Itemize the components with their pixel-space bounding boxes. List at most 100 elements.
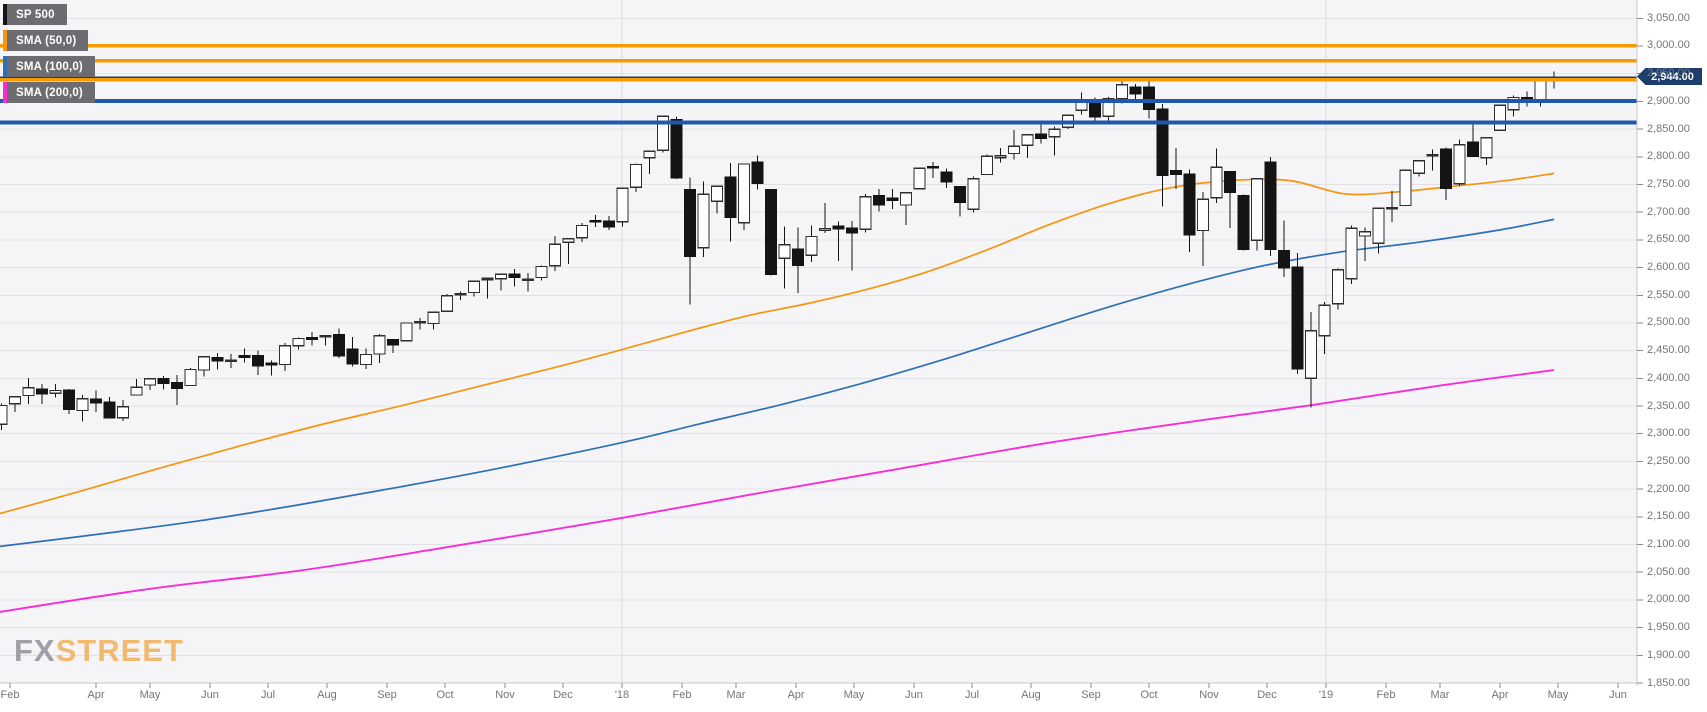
axes xyxy=(0,0,1643,688)
x-axis-label: Aug xyxy=(317,689,337,701)
watermark-street: STREET xyxy=(55,633,184,668)
x-axis-label: Apr xyxy=(1491,689,1509,701)
candle xyxy=(535,265,548,281)
last-price-badge: 2,944.00 xyxy=(1637,68,1702,85)
sma-100-line xyxy=(0,218,1555,548)
x-axis-label: Jun xyxy=(905,689,923,701)
y-axis-label: 2,850.00 xyxy=(1647,122,1690,135)
candle xyxy=(886,188,899,209)
x-axis-label: Oct xyxy=(1140,689,1158,701)
candle xyxy=(238,348,251,363)
candle xyxy=(616,187,629,227)
candle xyxy=(737,163,751,230)
candle xyxy=(224,353,238,368)
candle xyxy=(967,176,980,213)
candle xyxy=(49,383,62,398)
candle xyxy=(1250,178,1264,251)
y-axis-label: 2,900.00 xyxy=(1647,94,1690,107)
candle xyxy=(143,378,157,390)
candle xyxy=(211,352,224,370)
candle xyxy=(1075,92,1088,115)
candle xyxy=(548,235,562,271)
y-axis-label: 3,000.00 xyxy=(1647,39,1690,52)
candle xyxy=(1453,139,1466,187)
y-axis-label: 2,200.00 xyxy=(1647,482,1690,495)
candle xyxy=(265,360,278,376)
candle xyxy=(346,336,359,367)
candle xyxy=(805,225,818,263)
y-axis-label: 2,350.00 xyxy=(1647,399,1690,412)
candle xyxy=(8,395,22,413)
candle xyxy=(22,377,35,404)
candle xyxy=(832,221,845,261)
candle xyxy=(440,294,454,313)
candle xyxy=(1223,171,1237,229)
x-axis-label: Sep xyxy=(1081,689,1101,701)
y-axis-label: 2,100.00 xyxy=(1647,538,1690,551)
last-price-value: 2,944.00 xyxy=(1651,70,1694,83)
candle xyxy=(1048,126,1061,156)
candle xyxy=(953,185,967,217)
y-axis-label: 2,950.00 xyxy=(1647,67,1690,80)
candle xyxy=(1007,130,1021,160)
candle xyxy=(1291,253,1304,374)
y-axis-label: 2,550.00 xyxy=(1647,288,1690,301)
candle xyxy=(1277,220,1291,277)
symbol-label: SP 500 xyxy=(7,4,67,25)
candle xyxy=(427,311,440,330)
candle xyxy=(1129,84,1142,100)
x-axis-label: Nov xyxy=(495,689,515,701)
y-axis-label: 2,150.00 xyxy=(1647,510,1690,523)
candle xyxy=(400,322,413,342)
x-axis-label: Oct xyxy=(436,689,454,701)
candle xyxy=(332,328,346,358)
candle xyxy=(562,238,575,265)
candle xyxy=(35,383,49,404)
y-axis-label: 3,050.00 xyxy=(1647,11,1690,24)
candle xyxy=(494,273,508,291)
x-axis-label: Dec xyxy=(1257,689,1277,701)
sma100-label: SMA (100,0) xyxy=(7,56,95,77)
legend-item-sma100[interactable]: SMA (100,0) xyxy=(3,56,95,77)
x-axis-label: Dec xyxy=(553,689,573,701)
candle xyxy=(859,193,872,233)
x-axis-label: Feb xyxy=(672,689,692,701)
candle xyxy=(1156,104,1169,207)
y-axis-label: 1,900.00 xyxy=(1647,648,1690,661)
candle xyxy=(170,375,184,405)
candle xyxy=(0,403,8,430)
y-axis-label: 1,850.00 xyxy=(1647,676,1690,689)
sma100-swatch xyxy=(3,56,7,77)
candle xyxy=(899,192,913,225)
sma50-swatch xyxy=(3,30,7,51)
y-axis-label: 2,600.00 xyxy=(1647,261,1690,274)
legend-item-sma200[interactable]: SMA (200,0) xyxy=(3,82,95,103)
x-axis-label: '19 xyxy=(1318,689,1334,701)
x-axis-label: Jun xyxy=(201,689,219,701)
candle xyxy=(994,147,1007,163)
candle xyxy=(386,338,400,353)
candle xyxy=(1493,104,1507,131)
legend-item-sma50[interactable]: SMA (50,0) xyxy=(3,30,95,51)
candle xyxy=(521,273,535,292)
candle xyxy=(643,150,656,174)
candle xyxy=(251,350,265,376)
symbol-swatch xyxy=(3,4,7,25)
x-axis-label: May xyxy=(139,689,161,701)
y-axis-label: 2,650.00 xyxy=(1647,233,1690,246)
candle xyxy=(197,356,211,377)
candle xyxy=(184,367,197,387)
candle xyxy=(724,162,737,242)
candle xyxy=(1358,227,1372,261)
legend-item-symbol[interactable]: SP 500 xyxy=(3,4,95,25)
x-axis-label: Mar xyxy=(726,689,746,701)
x-axis-label: Nov xyxy=(1199,689,1219,701)
candle xyxy=(791,227,805,294)
candle xyxy=(629,163,643,193)
candle xyxy=(1021,133,1034,158)
x-axis-label: May xyxy=(843,689,865,701)
candle xyxy=(278,342,292,372)
candle xyxy=(1034,122,1048,144)
candle xyxy=(508,269,521,287)
